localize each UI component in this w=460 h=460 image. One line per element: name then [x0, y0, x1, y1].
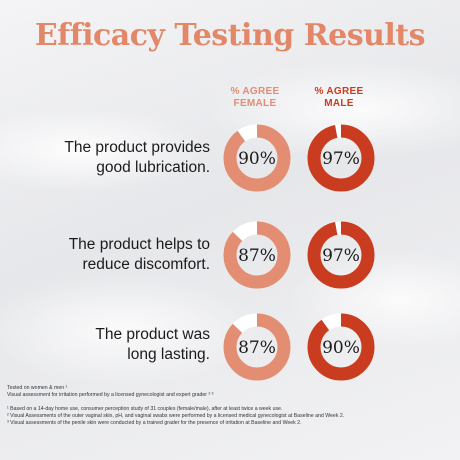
statement-lubrication-line2: good lubrication. [96, 159, 210, 176]
donut-arc-male [307, 221, 375, 289]
statement-lubrication-line1: The product provides [64, 139, 210, 156]
footnote-visual: Visual assessment for irritation perform… [7, 392, 214, 398]
donut-male-row-3: 90% [307, 313, 375, 381]
page-title: Efficacy Testing Results [34, 18, 426, 53]
female-header-line2: FEMALE [233, 98, 277, 109]
male-column-header: % AGREE MALE [294, 86, 384, 110]
donut-value-label: 87% [238, 246, 276, 266]
donut-arc-male [307, 124, 375, 192]
statement-discomfort-line2: reduce discomfort. [82, 256, 211, 273]
footnote-1: ¹ Based on a 14-day home use, consumer p… [7, 406, 283, 412]
footnote-2: ² Visual Assessments of the outer vagina… [7, 413, 345, 419]
statement-lubrication: The product provides good lubrication. [14, 138, 210, 178]
donut-female-row-3: 87% [223, 313, 291, 381]
male-header-line2: MALE [324, 98, 354, 109]
footnotes: Tested on women & men ¹ Visual assessmen… [7, 385, 453, 427]
statement-long-lasting-line2: long lasting. [127, 346, 210, 363]
donut-arc-female [223, 221, 291, 289]
donut-male-row-1: 97% [307, 124, 375, 192]
donut-value-label: 97% [322, 149, 360, 169]
donut-arc-female [223, 313, 291, 381]
footnote-3: ³ Visual assessments of the penile skin … [7, 420, 302, 426]
statement-long-lasting: The product was long lasting. [14, 325, 210, 365]
statement-discomfort-line1: The product helps to [68, 236, 210, 253]
donut-arc-male [307, 313, 375, 381]
donut-female-row-2: 87% [223, 221, 291, 289]
donut-value-label: 90% [238, 149, 276, 169]
statement-long-lasting-line1: The product was [95, 326, 210, 343]
footnote-tested: Tested on women & men ¹ [7, 385, 68, 391]
donut-male-row-2: 97% [307, 221, 375, 289]
donut-female-row-1: 90% [223, 124, 291, 192]
donut-value-label: 90% [322, 338, 360, 358]
male-header-line1: % AGREE [314, 86, 364, 97]
donut-value-label: 97% [322, 246, 360, 266]
female-header-line1: % AGREE [230, 86, 280, 97]
statement-discomfort: The product helps to reduce discomfort. [14, 235, 210, 275]
donut-value-label: 87% [238, 338, 276, 358]
female-column-header: % AGREE FEMALE [210, 86, 300, 110]
donut-arc-female [223, 124, 291, 192]
